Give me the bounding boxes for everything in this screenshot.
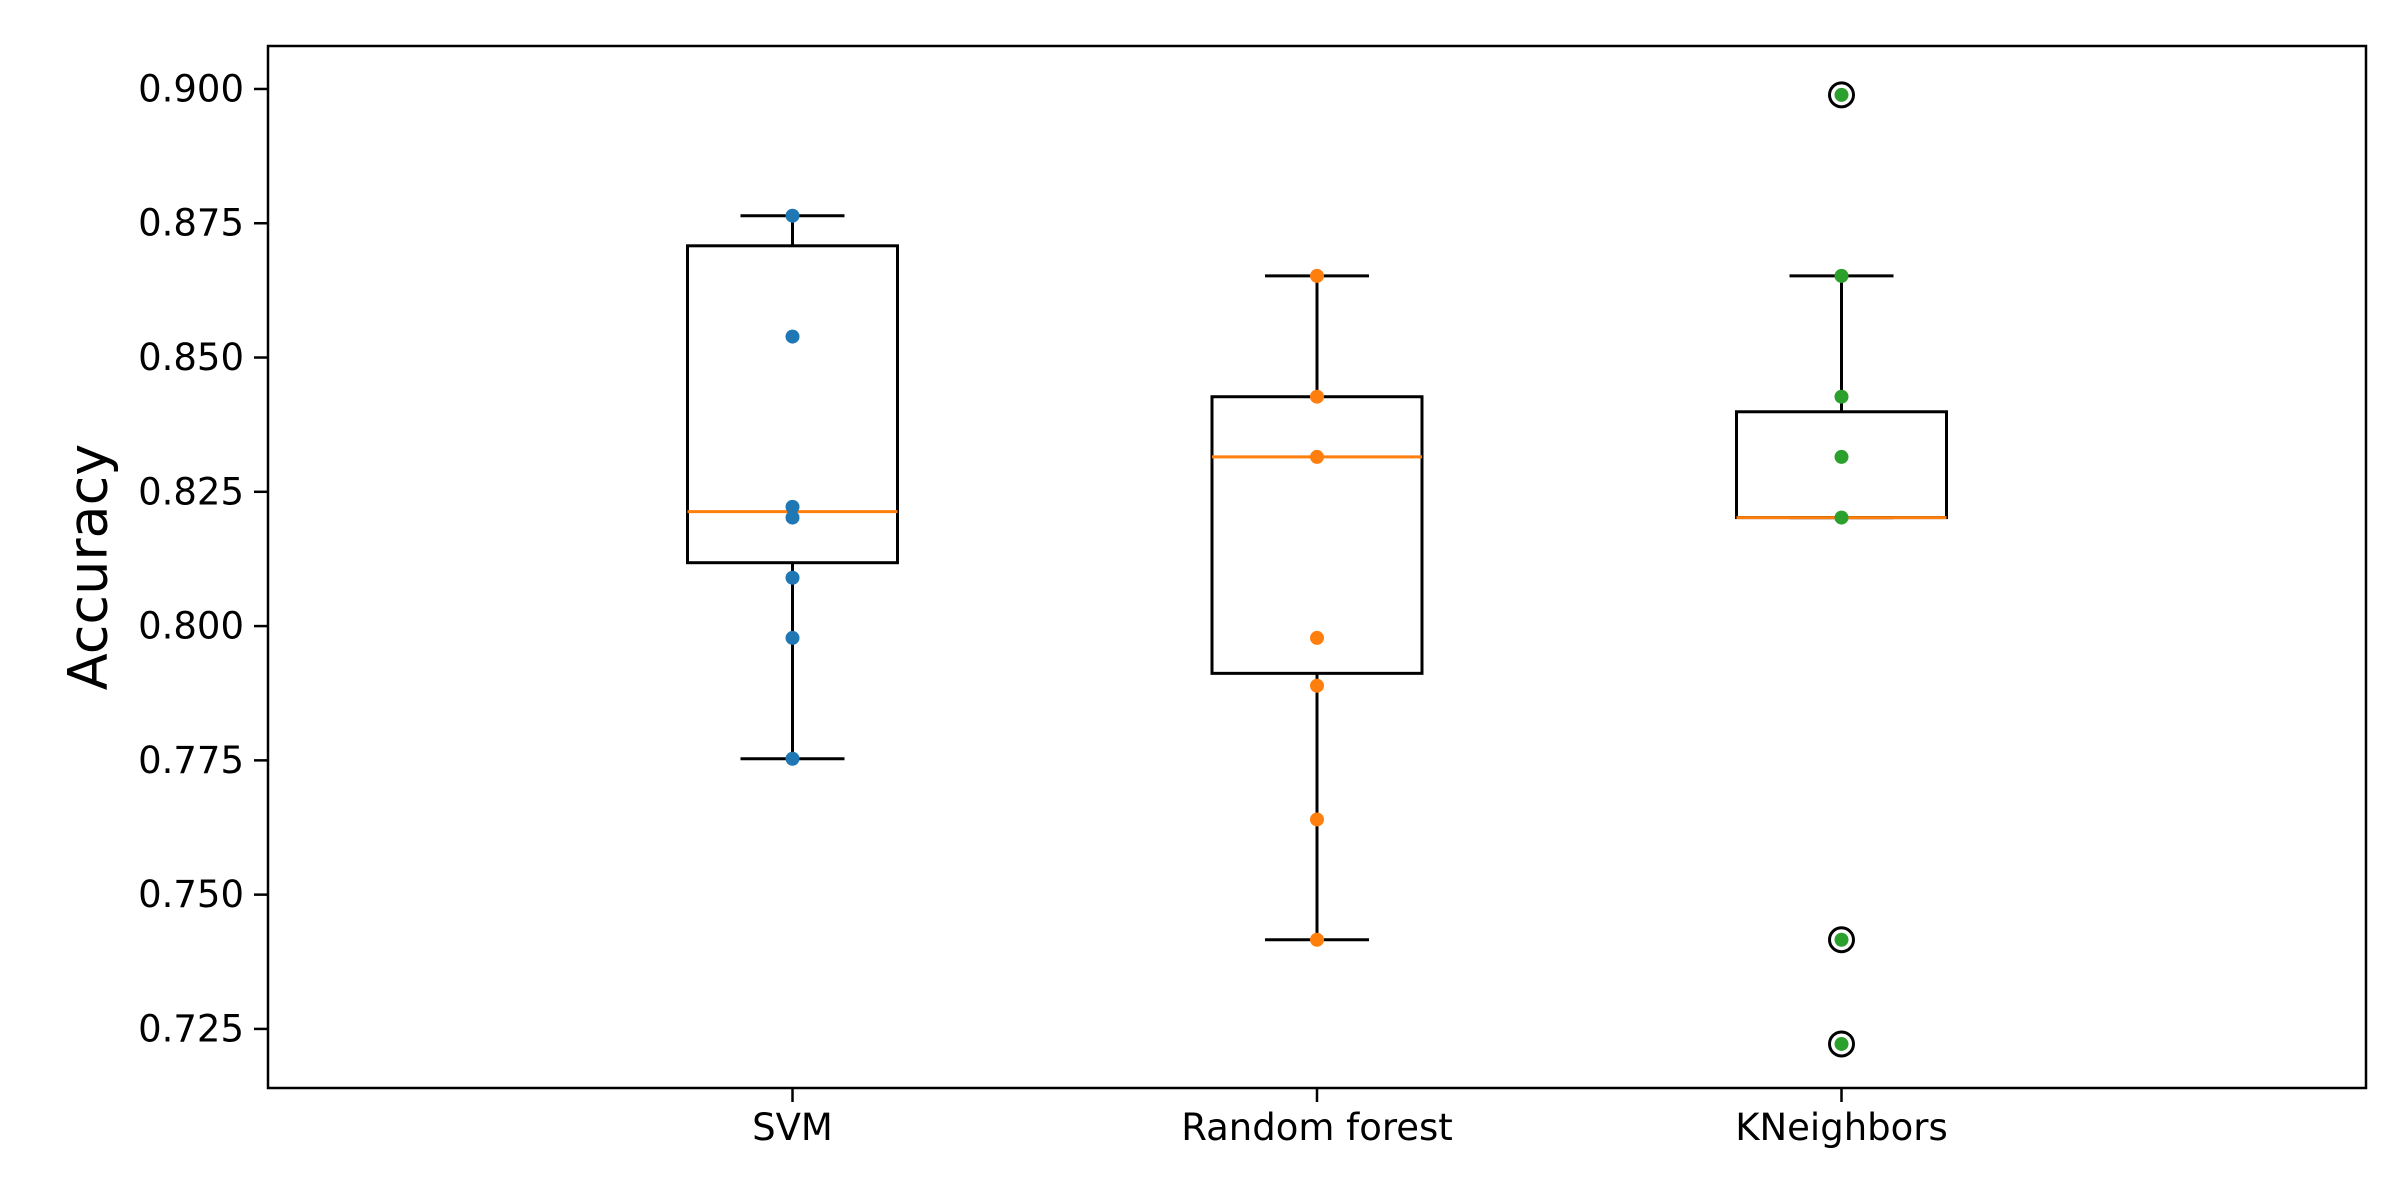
plot-area-frame bbox=[266, 44, 2368, 1090]
y-tick-label: 0.775 bbox=[138, 739, 244, 782]
y-tick-label: 0.725 bbox=[138, 1007, 244, 1050]
data-point bbox=[1310, 268, 1324, 283]
y-tick-label: 0.850 bbox=[138, 336, 244, 379]
data-point bbox=[1310, 812, 1324, 827]
data-point bbox=[785, 329, 800, 344]
y-tick-label: 0.900 bbox=[138, 67, 244, 110]
outlier-marker bbox=[1828, 926, 1855, 954]
y-tick-label: 0.875 bbox=[138, 202, 244, 245]
y-axis-label: Accuracy bbox=[57, 444, 120, 691]
data-point bbox=[785, 208, 800, 223]
data-point bbox=[785, 570, 800, 585]
data-point bbox=[1310, 449, 1324, 464]
data-point bbox=[1834, 449, 1849, 464]
data-point bbox=[785, 630, 800, 645]
data-point bbox=[785, 499, 800, 514]
data-point bbox=[1834, 1036, 1849, 1051]
data-point bbox=[1834, 389, 1849, 404]
x-tick-label: KNeighbors bbox=[1735, 1106, 1948, 1149]
y-tick-label: 0.800 bbox=[138, 605, 244, 648]
x-tick-label: SVM bbox=[752, 1106, 833, 1149]
y-tick-label: 0.825 bbox=[138, 470, 244, 513]
box-iqr bbox=[686, 244, 899, 565]
outlier-marker bbox=[1828, 1030, 1855, 1058]
data-point bbox=[1310, 389, 1324, 404]
data-point bbox=[1310, 932, 1324, 947]
data-point bbox=[785, 751, 800, 766]
data-point bbox=[1834, 932, 1849, 947]
data-point bbox=[1834, 87, 1849, 102]
data-point bbox=[1310, 678, 1324, 693]
data-point bbox=[1834, 268, 1849, 283]
outlier-marker bbox=[1828, 81, 1855, 109]
data-point bbox=[785, 510, 800, 525]
x-tick-label: Random forest bbox=[1181, 1106, 1453, 1149]
box-iqr bbox=[1735, 410, 1948, 520]
y-tick-label: 0.750 bbox=[138, 873, 244, 916]
data-point bbox=[1834, 510, 1849, 525]
data-point bbox=[1310, 630, 1324, 645]
